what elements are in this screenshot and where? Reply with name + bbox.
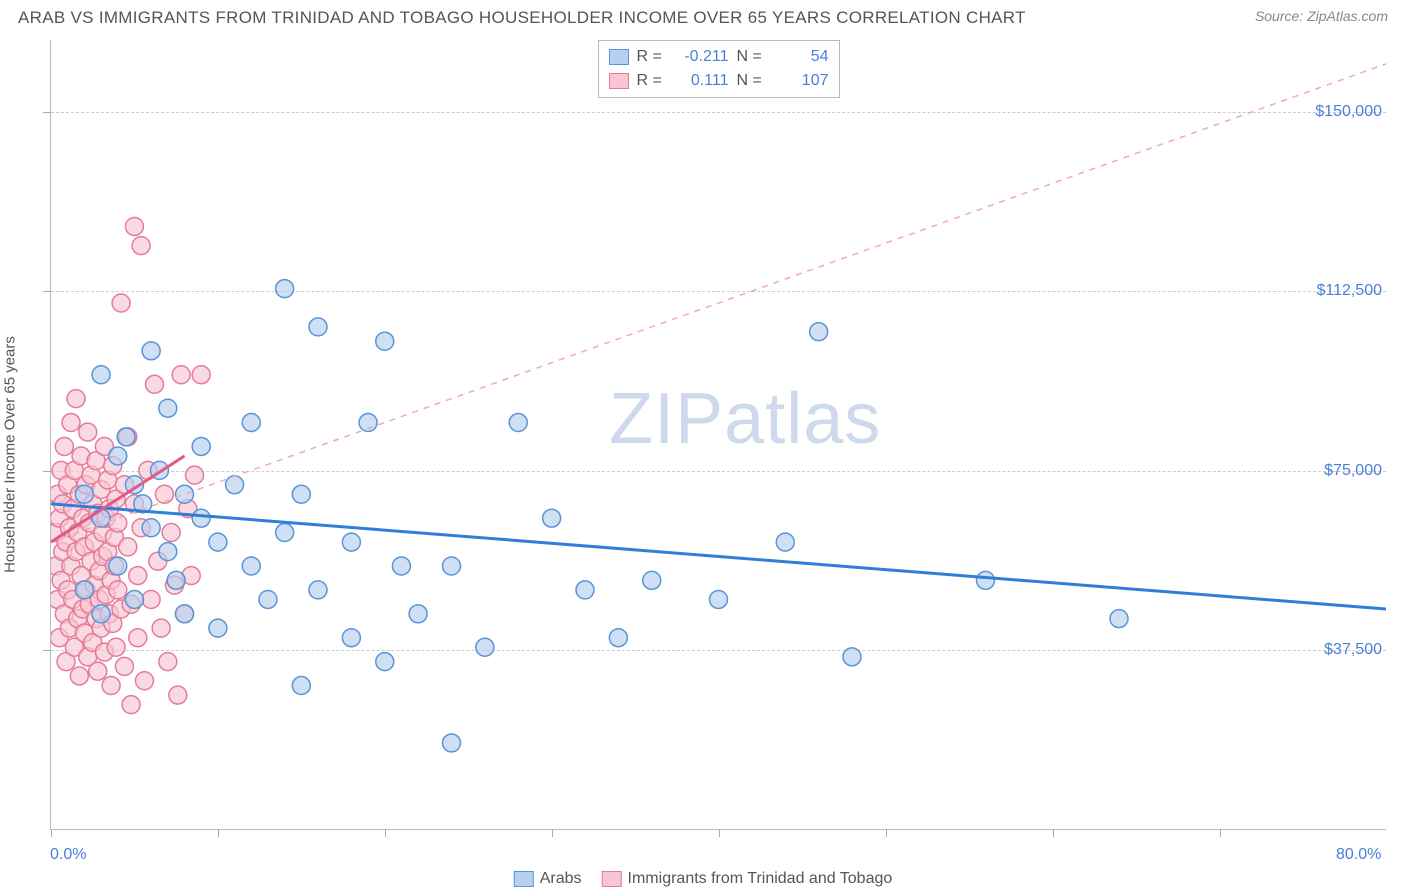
swatch-blue	[609, 49, 629, 65]
stat-label-r: R =	[637, 45, 665, 69]
stat-label-n: N =	[737, 69, 765, 93]
y-tick	[43, 471, 51, 472]
legend-item-blue: Arabs	[514, 870, 582, 888]
x-axis-max-label: 80.0%	[1336, 846, 1381, 864]
stats-legend: R = -0.211 N = 54 R = 0.111 N = 107	[598, 40, 840, 98]
x-tick	[1220, 829, 1221, 837]
y-tick	[43, 291, 51, 292]
x-tick	[719, 829, 720, 837]
x-tick	[51, 829, 52, 837]
swatch-pink	[609, 73, 629, 89]
series-legend: Arabs Immigrants from Trinidad and Tobag…	[514, 870, 893, 888]
y-axis-title: Householder Income Over 65 years	[2, 336, 19, 573]
x-tick	[886, 829, 887, 837]
stat-label-n: N =	[737, 45, 765, 69]
stat-value-n-blue: 54	[773, 45, 829, 69]
stat-label-r: R =	[637, 69, 665, 93]
chart-plot-area: ZIPatlas R = -0.211 N = 54 R = 0.111 N =…	[50, 40, 1386, 830]
chart-title: ARAB VS IMMIGRANTS FROM TRINIDAD AND TOB…	[18, 8, 1026, 28]
legend-item-pink: Immigrants from Trinidad and Tobago	[602, 870, 893, 888]
y-tick	[43, 650, 51, 651]
stat-value-n-pink: 107	[773, 69, 829, 93]
x-tick	[385, 829, 386, 837]
source-attribution: Source: ZipAtlas.com	[1255, 8, 1388, 24]
stat-value-r-pink: 0.111	[673, 69, 729, 93]
stats-row-blue: R = -0.211 N = 54	[609, 45, 829, 69]
stats-row-pink: R = 0.111 N = 107	[609, 69, 829, 93]
y-tick	[43, 112, 51, 113]
stat-value-r-blue: -0.211	[673, 45, 729, 69]
scatter-plot-svg	[51, 40, 1386, 829]
x-tick	[552, 829, 553, 837]
x-tick	[218, 829, 219, 837]
x-axis-min-label: 0.0%	[50, 846, 86, 864]
swatch-blue-icon	[514, 871, 534, 887]
x-tick	[1053, 829, 1054, 837]
swatch-pink-icon	[602, 871, 622, 887]
